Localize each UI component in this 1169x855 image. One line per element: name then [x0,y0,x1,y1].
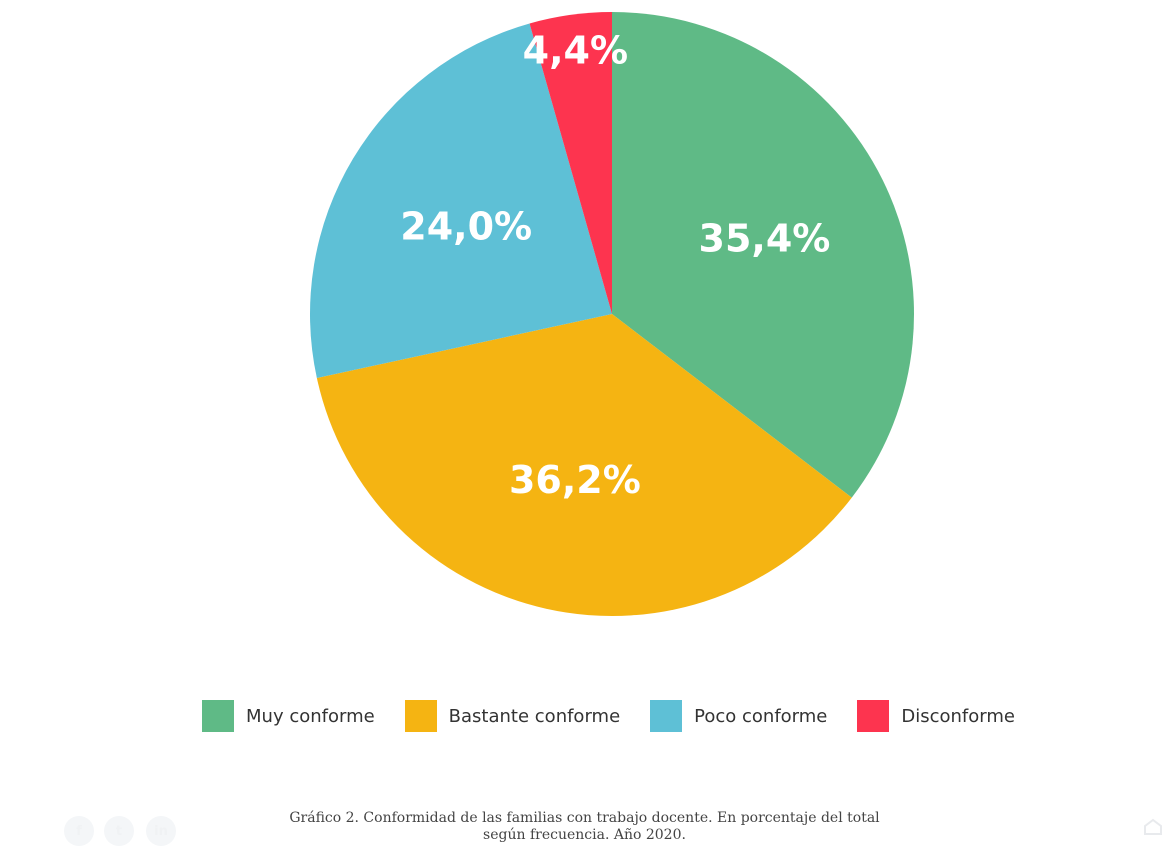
caption-line: según frecuencia. Año 2020. [483,827,686,843]
linkedin-icon[interactable]: in [146,816,176,846]
prezly-icon[interactable] [1143,818,1163,836]
legend-swatch [857,700,890,732]
twitter-icon[interactable]: t [104,816,134,846]
legend-item-bastante-conforme: Bastante conforme [404,700,621,732]
legend-item-disconforme: Disconforme [857,700,1015,732]
facebook-icon[interactable]: f [64,816,94,846]
legend-label: Poco conforme [694,705,828,727]
pie-slice-disconforme [529,12,612,314]
legend-swatch [404,700,437,732]
legend-swatch [650,700,683,732]
figure-caption: Gráfico 2. Conformidad de las familias c… [0,810,1169,844]
legend-item-muy-conforme: Muy conforme [202,700,375,732]
pie-slice-muy-conforme [612,12,914,498]
pie-chart: 35,4% 36,2% 24,0% 4,4% [309,12,914,616]
legend-label: Muy conforme [246,705,375,727]
caption-line: Gráfico 2. Conformidad de las familias c… [289,810,880,826]
pie-slice-poco-conforme [309,23,612,379]
slice-value-label: 35,4% [699,217,831,261]
legend-swatch [202,700,234,732]
legend-label: Disconforme [901,705,1015,727]
footer: f t in Gráfico 2. Conformidad de las fam… [0,800,1169,855]
slice-value-label: 36,2% [509,458,641,502]
pie-slice-bastante-conforme [316,314,852,616]
slice-value-label: 4,4% [523,29,628,73]
slice-value-label: 24,0% [400,205,532,249]
legend-label: Bastante conforme [448,705,621,727]
legend: Muy conforme Bastante conforme Poco conf… [202,700,1045,732]
legend-item-poco-conforme: Poco conforme [650,700,827,732]
